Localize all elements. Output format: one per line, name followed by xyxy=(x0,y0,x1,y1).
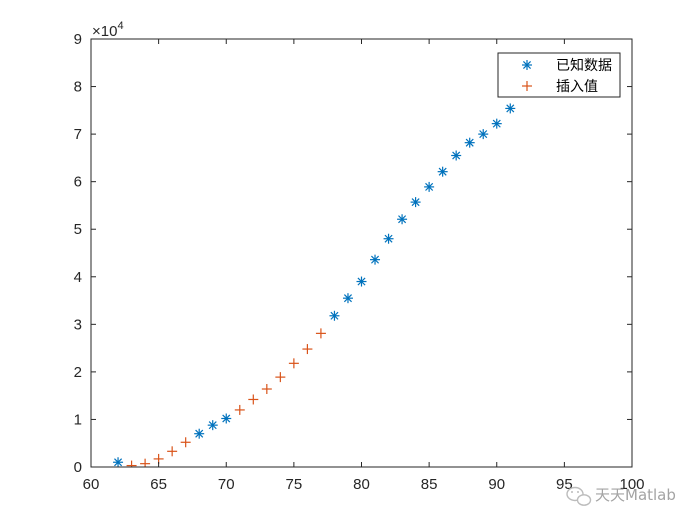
legend-marker-known xyxy=(522,60,532,70)
y-tick-label: 6 xyxy=(74,174,82,191)
x-tick-label: 100 xyxy=(619,476,644,493)
known-data-point xyxy=(505,103,516,114)
known-data-point xyxy=(397,214,408,225)
legend-entry-known: 已知数据 xyxy=(556,57,612,74)
y-tick-label: 4 xyxy=(74,269,82,286)
known-data-point xyxy=(478,129,489,140)
y-tick-label: 7 xyxy=(74,126,82,143)
y-tick-label: 2 xyxy=(74,364,82,381)
known-data-point xyxy=(424,181,435,192)
y-tick-label: 0 xyxy=(74,459,82,476)
legend-entry-interpolated: 插入值 xyxy=(556,79,598,95)
legend-marker-interpolated xyxy=(522,81,532,91)
x-tick-label: 95 xyxy=(556,476,573,493)
interpolated-point xyxy=(315,328,326,339)
known-data-point xyxy=(437,166,448,177)
interpolated-point xyxy=(261,384,272,395)
y-tick-label: 8 xyxy=(74,79,82,96)
known-data-point xyxy=(451,150,462,161)
known-data-point xyxy=(410,197,421,208)
legend: 已知数据 插入值 xyxy=(497,52,621,98)
known-data-point xyxy=(207,420,218,431)
interpolated-point xyxy=(140,458,151,467)
y-tick-label: 5 xyxy=(74,221,82,238)
x-tick-label: 80 xyxy=(353,476,370,493)
x-tick-label: 75 xyxy=(286,476,303,493)
known-data-point xyxy=(221,413,232,424)
interpolated-point xyxy=(302,344,313,355)
x-tick-label: 65 xyxy=(150,476,167,493)
watermark-text: 天天Matlab xyxy=(595,486,676,504)
known-data-point xyxy=(383,233,394,244)
plot-area xyxy=(90,38,633,468)
wechat-icon xyxy=(566,486,592,506)
x-tick-label: 85 xyxy=(421,476,438,493)
x-tick-label: 70 xyxy=(218,476,235,493)
known-data-point xyxy=(464,137,475,148)
known-data-point xyxy=(370,254,381,265)
x-tick-label: 90 xyxy=(488,476,505,493)
known-data-point xyxy=(356,276,367,287)
legend-marks xyxy=(522,60,532,91)
x-tick-label: 60 xyxy=(83,476,100,493)
y-tick-label: 1 xyxy=(74,411,82,428)
y-tick-label: 9 xyxy=(74,31,82,48)
y-exponent-power: 4 xyxy=(117,20,123,32)
legend-box xyxy=(497,52,621,98)
axes: 60 65 70 75 80 85 90 95 100 0 1 2 3 4 5 6 7 8 9 xyxy=(74,31,645,493)
series-group xyxy=(113,74,543,467)
interpolated-point xyxy=(180,437,191,448)
interpolated-point xyxy=(126,460,137,467)
y-tick-label: 3 xyxy=(74,316,82,333)
interpolated-point xyxy=(248,394,259,405)
y-exponent: ×104 xyxy=(92,20,124,40)
known-data-point xyxy=(113,457,124,467)
known-data-point xyxy=(491,118,502,129)
interpolated-point xyxy=(167,446,178,457)
watermark: 天天Matlab xyxy=(566,486,676,506)
interpolated-point xyxy=(288,358,299,369)
interpolated-point xyxy=(234,404,245,415)
interpolated-point xyxy=(275,372,286,383)
known-data-point xyxy=(329,310,340,321)
known-data-point xyxy=(194,428,205,439)
known-data-point xyxy=(342,293,353,304)
data-marks xyxy=(113,74,543,467)
